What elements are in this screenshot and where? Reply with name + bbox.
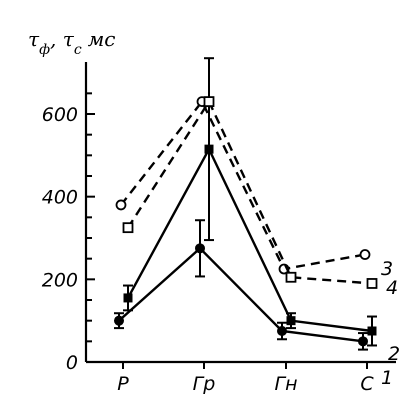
data-point-open-square <box>122 222 134 234</box>
x-tick-label: Р <box>117 373 129 395</box>
data-point-open-circle <box>115 199 127 211</box>
y-axis-title: τф, τс мс <box>28 27 115 58</box>
series-line <box>120 99 366 271</box>
y-axis-title-text: τф, τс мс <box>28 27 115 58</box>
series-label: 1 <box>381 367 393 389</box>
data-point-open-square <box>366 278 378 289</box>
data-point-open-circle <box>359 249 371 260</box>
series-label: 3 <box>381 258 393 280</box>
data-point-open-square <box>203 96 215 107</box>
data-point-filled-square <box>123 293 133 303</box>
y-tick-label: 400 <box>42 187 78 209</box>
series-1: 1 <box>114 219 393 389</box>
y-tick-label: 0 <box>66 352 78 374</box>
series-2: 2 <box>123 57 400 365</box>
data-point-open-square <box>285 271 297 283</box>
x-tick-label: С <box>360 373 374 395</box>
data-point-filled-square <box>286 316 296 326</box>
data-point-filled-square <box>367 326 377 336</box>
series-label: 2 <box>388 343 400 365</box>
series-line <box>118 246 364 343</box>
y-tick-label: 600 <box>42 104 78 126</box>
data-point-filled-circle <box>277 326 287 336</box>
x-tick-label: Гн <box>274 373 297 395</box>
series-4: 4 <box>122 96 398 299</box>
data-point-filled-square <box>204 144 214 154</box>
data-point-filled-circle <box>358 336 368 347</box>
data-point-filled-circle <box>114 315 124 326</box>
series-line <box>126 146 373 333</box>
data-point-filled-circle <box>195 243 205 254</box>
x-ticks: Р Гр Гн С <box>117 362 374 395</box>
series-3: 3 <box>115 96 393 280</box>
y-tick-label: 200 <box>42 269 78 291</box>
series-line <box>126 99 373 285</box>
series-label: 4 <box>386 277 398 299</box>
x-tick-label: Гр <box>193 373 216 395</box>
y-ticks: 0 200 400 600 <box>42 92 95 374</box>
series-layer: 12 34 <box>114 57 400 389</box>
